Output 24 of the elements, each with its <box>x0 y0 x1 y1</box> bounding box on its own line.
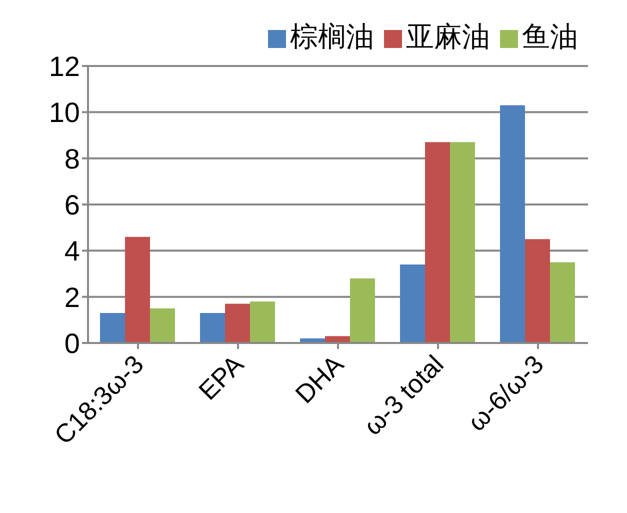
y-tick-label: 0 <box>64 328 80 359</box>
bar <box>525 239 550 343</box>
y-tick-label: 10 <box>48 97 80 128</box>
x-tick-label: EPA <box>192 348 250 406</box>
y-tick-label: 2 <box>64 282 80 313</box>
bar <box>425 142 450 343</box>
bar <box>400 264 425 343</box>
bar <box>450 142 475 343</box>
y-tick-label: 12 <box>48 50 80 82</box>
bar <box>550 262 575 343</box>
legend-label: 棕榈油 <box>290 21 374 52</box>
y-tick-label: 8 <box>64 143 80 174</box>
bar <box>250 301 275 343</box>
y-tick-label: 4 <box>64 236 80 267</box>
bar <box>150 308 175 343</box>
y-tick-label: 6 <box>64 189 80 220</box>
bar <box>125 236 150 343</box>
bar <box>500 105 525 343</box>
bar <box>200 312 225 343</box>
legend-label: 亚麻油 <box>406 21 490 52</box>
legend-label: 鱼油 <box>522 21 578 52</box>
bar <box>350 278 375 343</box>
bar <box>225 304 250 343</box>
bar <box>100 312 125 343</box>
